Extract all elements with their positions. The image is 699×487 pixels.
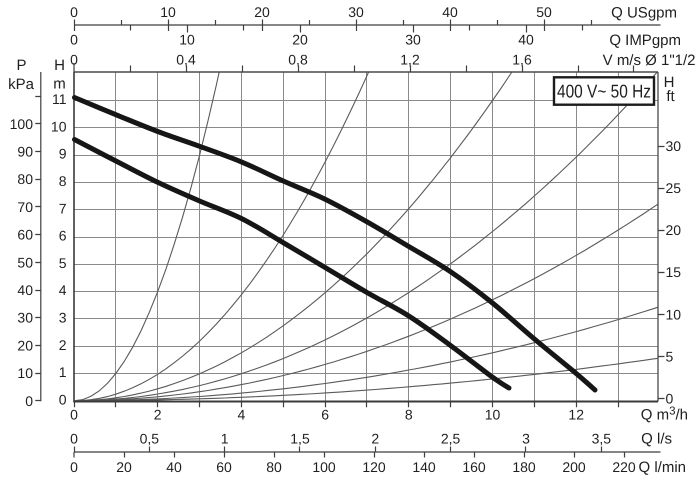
- svg-text:180: 180: [512, 459, 536, 475]
- svg-text:0: 0: [70, 431, 78, 447]
- svg-text:Q IMPgpm: Q IMPgpm: [609, 32, 681, 49]
- svg-text:20: 20: [17, 337, 33, 353]
- svg-text:1,2: 1,2: [400, 52, 420, 68]
- svg-text:0: 0: [70, 32, 78, 48]
- svg-text:50: 50: [17, 254, 33, 270]
- svg-text:11: 11: [52, 91, 67, 107]
- svg-text:3: 3: [522, 431, 530, 447]
- svg-text:7: 7: [59, 200, 67, 216]
- svg-text:10: 10: [179, 32, 195, 48]
- svg-text:0: 0: [70, 459, 78, 475]
- svg-text:4: 4: [238, 407, 246, 423]
- svg-text:40: 40: [17, 282, 33, 298]
- svg-text:3: 3: [59, 310, 67, 326]
- svg-text:0: 0: [70, 407, 78, 423]
- svg-text:10: 10: [17, 365, 33, 381]
- svg-text:0: 0: [59, 391, 67, 407]
- svg-text:0,5: 0,5: [140, 431, 160, 447]
- svg-text:0,4: 0,4: [176, 52, 196, 68]
- svg-text:10: 10: [51, 118, 67, 134]
- svg-text:20: 20: [116, 459, 132, 475]
- svg-text:Q l/s: Q l/s: [641, 431, 672, 448]
- svg-text:30: 30: [666, 138, 682, 154]
- svg-text:25: 25: [666, 180, 682, 196]
- svg-text:V m/s Ø 1"1/2: V m/s Ø 1"1/2: [603, 52, 696, 69]
- svg-text:8: 8: [405, 407, 413, 423]
- svg-text:30: 30: [17, 310, 33, 326]
- svg-text:140: 140: [412, 459, 436, 475]
- svg-text:H: H: [54, 57, 65, 74]
- svg-text:4: 4: [59, 282, 67, 298]
- svg-text:Q l/min: Q l/min: [638, 459, 686, 476]
- svg-text:ft: ft: [666, 88, 675, 105]
- svg-text:70: 70: [17, 199, 33, 215]
- svg-text:15: 15: [666, 264, 682, 280]
- svg-text:60: 60: [17, 227, 33, 243]
- svg-text:400 V~ 50 Hz: 400 V~ 50 Hz: [557, 80, 651, 101]
- svg-text:Q m3/h: Q m3/h: [641, 406, 688, 424]
- svg-text:Q USgpm: Q USgpm: [611, 4, 677, 21]
- svg-text:H: H: [664, 74, 675, 91]
- svg-text:40: 40: [166, 459, 182, 475]
- svg-text:20: 20: [666, 222, 682, 238]
- svg-text:20: 20: [292, 32, 308, 48]
- svg-text:220: 220: [612, 459, 636, 475]
- svg-text:12: 12: [568, 407, 584, 423]
- svg-text:2,5: 2,5: [441, 431, 461, 447]
- svg-text:80: 80: [266, 459, 282, 475]
- svg-text:60: 60: [216, 459, 232, 475]
- svg-text:m: m: [53, 76, 66, 93]
- svg-text:0: 0: [666, 390, 674, 406]
- svg-text:2: 2: [371, 431, 379, 447]
- svg-text:90: 90: [17, 144, 33, 160]
- svg-text:10: 10: [160, 4, 176, 20]
- svg-text:2: 2: [154, 407, 162, 423]
- svg-text:5: 5: [59, 255, 67, 271]
- svg-text:5: 5: [666, 348, 674, 364]
- svg-text:2: 2: [59, 337, 67, 353]
- svg-text:kPa: kPa: [8, 76, 35, 93]
- svg-text:160: 160: [462, 459, 486, 475]
- svg-text:0: 0: [70, 4, 78, 20]
- svg-text:80: 80: [17, 171, 33, 187]
- svg-text:8: 8: [59, 173, 67, 189]
- svg-text:3,5: 3,5: [592, 431, 612, 447]
- svg-text:100: 100: [312, 459, 336, 475]
- svg-text:40: 40: [518, 32, 534, 48]
- svg-text:1: 1: [59, 364, 67, 380]
- svg-text:120: 120: [362, 459, 386, 475]
- svg-text:10: 10: [666, 306, 682, 322]
- svg-text:P: P: [16, 57, 26, 74]
- svg-text:200: 200: [562, 459, 586, 475]
- svg-text:10: 10: [485, 407, 501, 423]
- svg-text:0: 0: [25, 393, 33, 409]
- svg-text:100: 100: [10, 116, 34, 132]
- svg-text:1,6: 1,6: [512, 52, 532, 68]
- svg-text:1: 1: [221, 431, 229, 447]
- svg-text:1,5: 1,5: [290, 431, 310, 447]
- svg-text:50: 50: [536, 4, 552, 20]
- svg-text:40: 40: [442, 4, 458, 20]
- svg-text:30: 30: [348, 4, 364, 20]
- svg-text:0,8: 0,8: [288, 52, 308, 68]
- svg-text:6: 6: [59, 228, 67, 244]
- svg-text:6: 6: [321, 407, 329, 423]
- svg-text:0: 0: [70, 52, 78, 68]
- svg-text:9: 9: [59, 146, 67, 162]
- svg-text:20: 20: [254, 4, 270, 20]
- svg-text:30: 30: [405, 32, 421, 48]
